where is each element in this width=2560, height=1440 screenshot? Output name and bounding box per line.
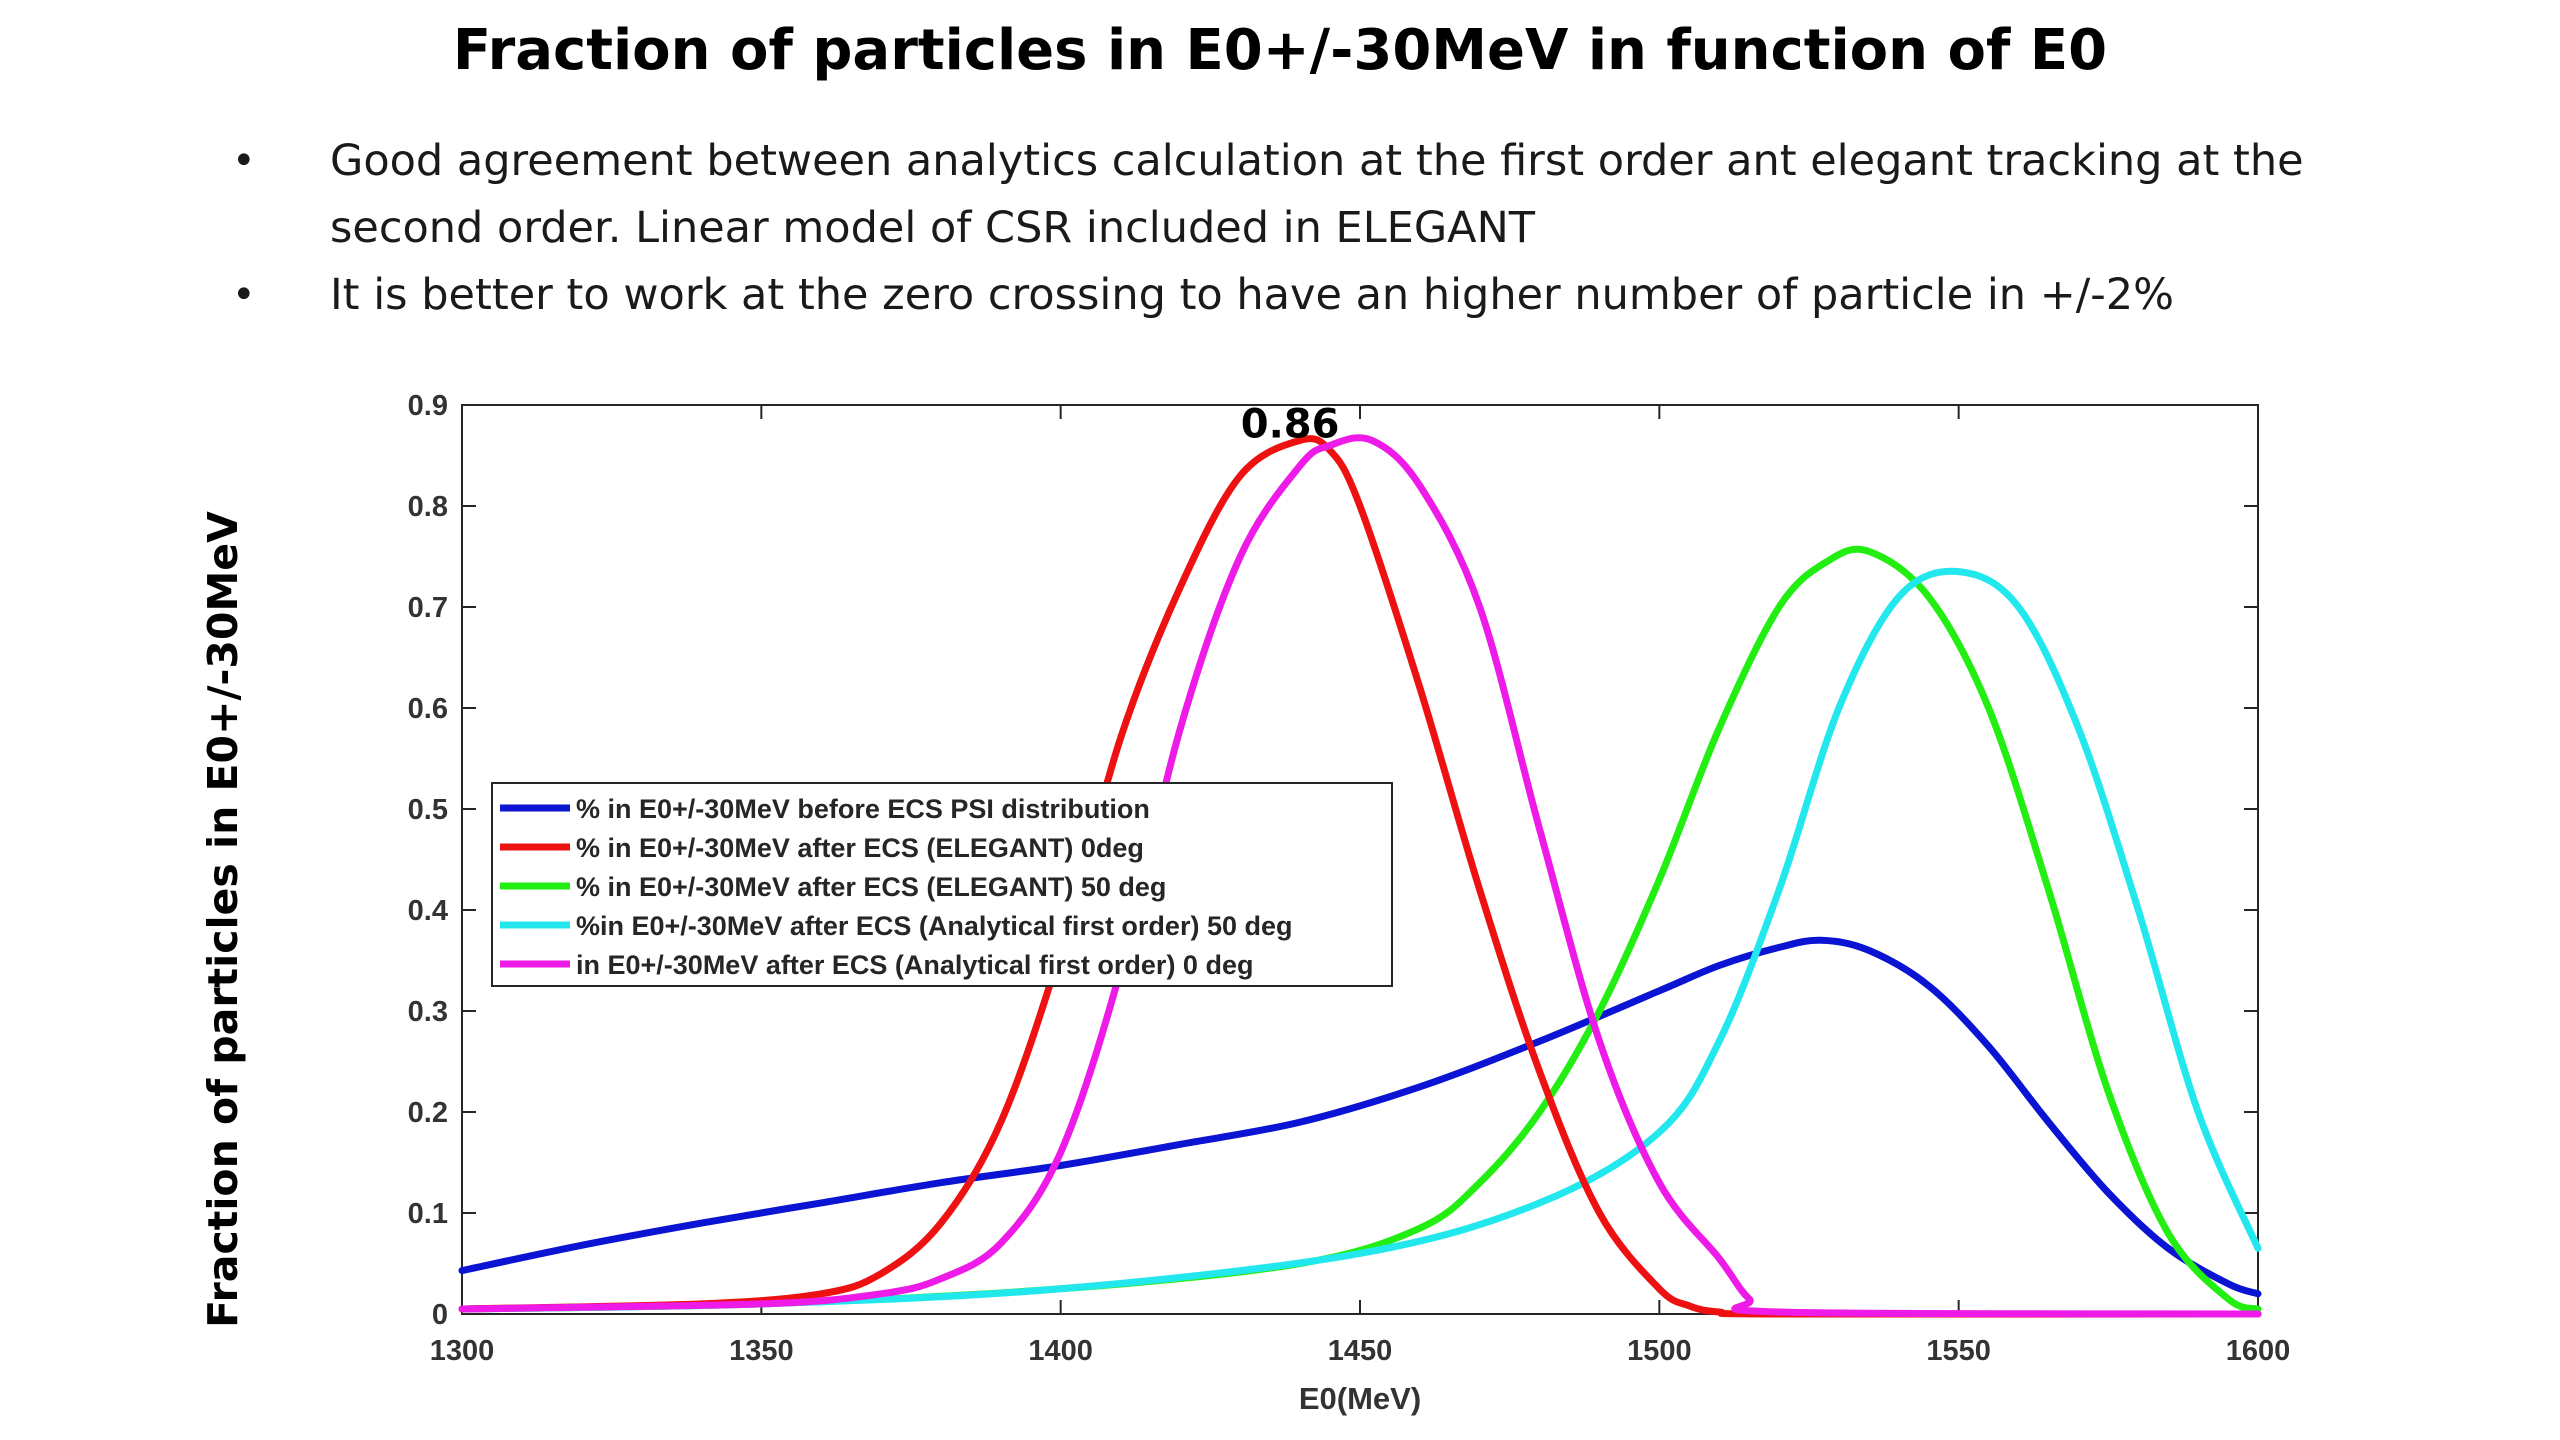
y-tick-label: 0	[432, 1299, 448, 1331]
x-tick-label: 1400	[1028, 1335, 1093, 1367]
legend-box	[491, 782, 1393, 987]
x-axis-title: E0(MeV)	[1299, 1381, 1421, 1416]
y-tick-label: 0.3	[408, 996, 448, 1028]
y-axis-title: Fraction of particles in E0+/-30MeV	[199, 511, 247, 1328]
x-tick-label: 1450	[1328, 1335, 1393, 1367]
series-analytical-0deg-legend-label: in E0+/-30MeV after ECS (Analytical firs…	[576, 950, 1253, 980]
x-tick-label: 1550	[1926, 1335, 1991, 1367]
series-analytical-50deg-line	[458, 567, 2262, 1313]
y-tick-label: 0.6	[408, 693, 448, 725]
y-tick-label: 0.8	[408, 491, 448, 523]
bullet-text-2: It is better to work at the zero crossin…	[330, 270, 2174, 320]
chart-series	[458, 434, 2262, 1318]
bullet-list: • Good agreement between analytics calcu…	[220, 128, 2460, 329]
bullet-item-2: • It is better to work at the zero cross…	[220, 262, 2460, 329]
y-tick-label: 0.9	[408, 390, 448, 422]
y-tick-label: 0.5	[408, 794, 448, 826]
bullet-item-1: • Good agreement between analytics calcu…	[220, 128, 2460, 262]
chart-labels: 0.86 E0(MeV) Fraction of particles in E0…	[199, 401, 1421, 1416]
series-elegant-50deg-legend-label: % in E0+/-30MeV after ECS (ELEGANT) 50 d…	[576, 872, 1166, 902]
y-tick-label: 0.2	[408, 1097, 448, 1129]
series-analytical-0deg-line	[458, 434, 2262, 1318]
y-tick-label: 0.7	[408, 592, 448, 624]
series-before-ecs-psi-line	[458, 936, 2262, 1298]
chart-legend: % in E0+/-30MeV before ECS PSI distribut…	[491, 782, 1393, 987]
y-tick-label: 0.4	[408, 895, 448, 927]
bullet-text-1: Good agreement between analytics calcula…	[330, 136, 2304, 253]
x-tick-label: 1350	[729, 1335, 794, 1367]
series-before-ecs-psi-legend-label: % in E0+/-30MeV before ECS PSI distribut…	[576, 794, 1150, 824]
series-elegant-0deg-legend-label: % in E0+/-30MeV after ECS (ELEGANT) 0deg	[576, 833, 1144, 863]
x-tick-label: 1500	[1627, 1335, 1692, 1367]
series-analytical-50deg-legend-label: %in E0+/-30MeV after ECS (Analytical fir…	[576, 911, 1292, 941]
peak-annotation: 0.86	[1241, 401, 1340, 447]
x-tick-label: 1600	[2226, 1335, 2291, 1367]
bullet-dot-icon: •	[232, 138, 256, 184]
bullet-dot-icon: •	[232, 272, 256, 318]
x-tick-label: 1300	[430, 1335, 495, 1367]
slide-title: Fraction of particles in E0+/-30MeV in f…	[452, 18, 2108, 83]
y-tick-label: 0.1	[408, 1198, 448, 1230]
